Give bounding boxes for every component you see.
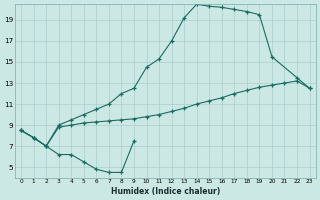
X-axis label: Humidex (Indice chaleur): Humidex (Indice chaleur) [111, 187, 220, 196]
